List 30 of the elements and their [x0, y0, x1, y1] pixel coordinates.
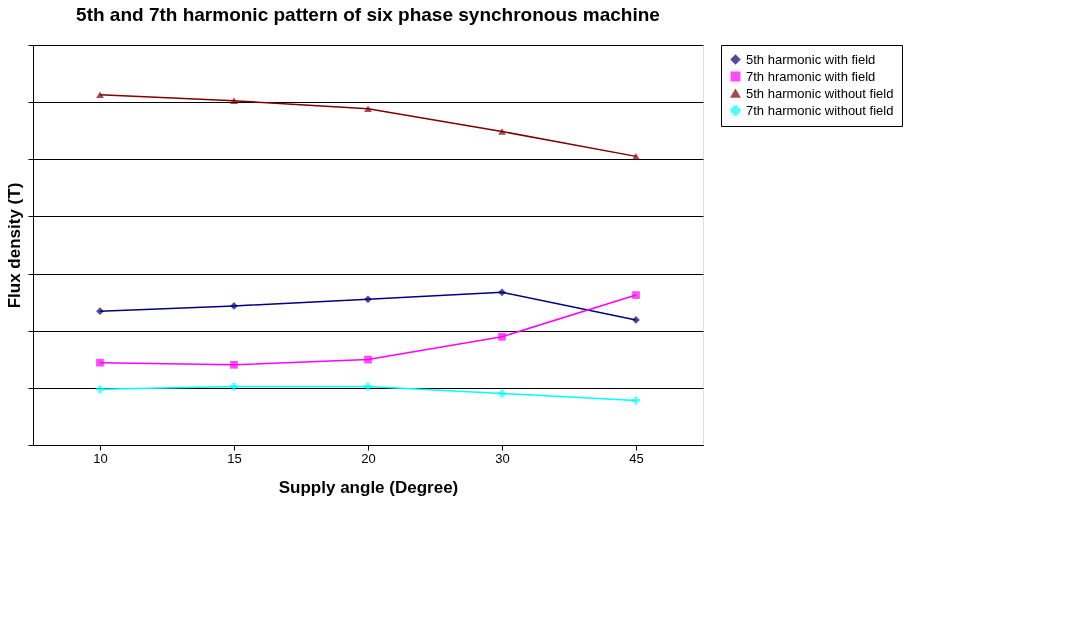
legend-label: 7th hramonic with field: [746, 68, 876, 84]
x-tick-label: 10: [93, 450, 108, 466]
y-axis-title: Flux density (T): [5, 182, 24, 309]
point: [230, 360, 238, 369]
x-tick-label: 15: [227, 450, 242, 466]
point: [96, 385, 104, 394]
legend-label: 5th harmonic with field: [746, 51, 876, 67]
point: [632, 153, 640, 160]
point: [230, 382, 238, 391]
point: [364, 295, 372, 304]
x-tick-label: 45: [629, 450, 644, 466]
point: [96, 91, 104, 99]
point: [96, 307, 104, 316]
point: [364, 355, 372, 364]
x-tick-label: 20: [361, 450, 376, 466]
point: [96, 358, 104, 367]
point: [498, 332, 506, 341]
point: [632, 396, 640, 405]
x-axis-title: Supply angle (Degree): [278, 477, 459, 497]
point: [632, 291, 640, 299]
x-tick-label: 30: [495, 450, 510, 466]
point: [230, 97, 238, 105]
point: [498, 389, 506, 398]
point: [498, 288, 506, 297]
legend-label: 5th harmonic without field: [746, 85, 894, 101]
point: [364, 382, 372, 391]
legend-label: 7th harmonic without field: [746, 102, 894, 118]
chart-title: 5th and 7th harmonic pattern of six phase synchronous machine: [76, 3, 660, 25]
point: [498, 128, 506, 135]
point: [364, 105, 372, 113]
